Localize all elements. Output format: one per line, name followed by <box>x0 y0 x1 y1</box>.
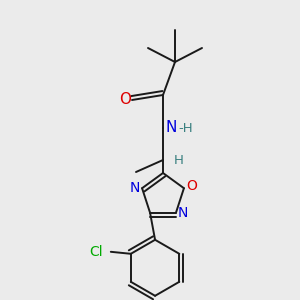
Text: O: O <box>119 92 131 107</box>
Text: N: N <box>178 206 188 220</box>
Text: N: N <box>130 181 140 195</box>
Text: O: O <box>187 179 197 193</box>
Text: Cl: Cl <box>89 245 103 259</box>
Text: H: H <box>174 154 184 166</box>
Text: -H: -H <box>179 122 193 134</box>
Text: N: N <box>165 121 177 136</box>
